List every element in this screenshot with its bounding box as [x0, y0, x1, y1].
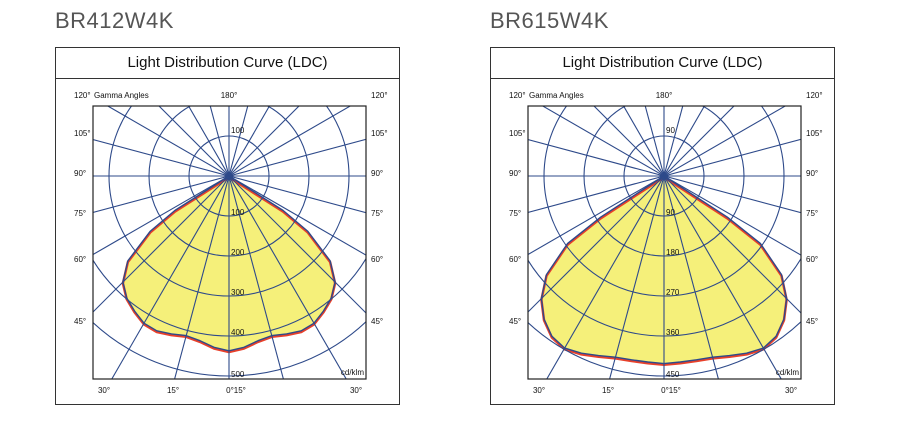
- unit-label: cd/klm: [776, 368, 799, 377]
- angle-label-bottom: 0°15°: [661, 386, 681, 395]
- axis-caption: Gamma Angles: [94, 91, 149, 100]
- grid-spoke: [609, 106, 684, 379]
- product-name-right: BR615W4K: [490, 8, 609, 33]
- radial-tick-label: 100: [231, 208, 245, 217]
- radial-tick-label: 270: [666, 288, 680, 297]
- angle-label-bottom: 30°: [533, 386, 545, 395]
- angle-label-bottom: 30°: [350, 386, 362, 395]
- angle-label-right: 60°: [371, 255, 383, 264]
- angle-label-left: 90°: [74, 169, 86, 178]
- radial-tick-label: 200: [231, 248, 245, 257]
- angle-label-left: 90°: [509, 169, 521, 178]
- angle-label-right: 60°: [806, 255, 818, 264]
- radial-tick-label-top: 90: [666, 126, 675, 135]
- plot-frame: [527, 105, 802, 380]
- angle-label-right: 90°: [371, 169, 383, 178]
- angle-label: 180°: [221, 91, 238, 100]
- angle-label-right: 75°: [371, 209, 383, 218]
- axis-caption: Gamma Angles: [529, 91, 584, 100]
- radial-tick-label-top: 100: [231, 126, 245, 135]
- angle-label-bottom: 0°15°: [226, 386, 246, 395]
- radial-tick-label: 360: [666, 328, 680, 337]
- angle-label-right: 45°: [371, 317, 383, 326]
- plot-area: [93, 106, 366, 379]
- radial-tick-label: 90: [666, 208, 675, 217]
- angle-label-right: 105°: [371, 129, 388, 138]
- angle-label-left: 105°: [74, 129, 91, 138]
- chart-title: Light Distribution Curve (LDC): [56, 48, 399, 79]
- angle-label: 120°: [371, 91, 388, 100]
- radial-tick-label: 300: [231, 288, 245, 297]
- angle-label-left: 60°: [74, 255, 86, 264]
- unit-label: cd/klm: [341, 368, 364, 377]
- angle-label-right: 105°: [806, 129, 823, 138]
- angle-label-bottom: 15°: [602, 386, 614, 395]
- angle-label-right: 45°: [806, 317, 818, 326]
- angle-label-left: 60°: [509, 255, 521, 264]
- plot-area: [528, 106, 801, 379]
- angle-label-bottom: 30°: [98, 386, 110, 395]
- ldc-panel-left: Light Distribution Curve (LDC) 100 200 300…: [55, 47, 400, 405]
- angle-label-left: 45°: [74, 317, 86, 326]
- plot-frame: [92, 105, 367, 380]
- angle-label: 120°: [74, 91, 91, 100]
- angle-label-bottom: 15°: [167, 386, 179, 395]
- angle-label-left: 75°: [74, 209, 86, 218]
- angle-label-left: 105°: [509, 129, 526, 138]
- radial-tick-label: 500: [231, 370, 245, 379]
- radial-tick-label: 400: [231, 328, 245, 337]
- grid-spoke: [174, 106, 249, 379]
- angle-label-right: 75°: [806, 209, 818, 218]
- angle-label-right: 90°: [806, 169, 818, 178]
- radial-tick-label: 180: [666, 248, 680, 257]
- angle-label-left: 75°: [509, 209, 521, 218]
- angle-label-bottom: 30°: [785, 386, 797, 395]
- angle-label: 180°: [656, 91, 673, 100]
- chart-title: Light Distribution Curve (LDC): [491, 48, 834, 79]
- angle-label-left: 45°: [509, 317, 521, 326]
- angle-label: 120°: [509, 91, 526, 100]
- radial-tick-label: 450: [666, 370, 680, 379]
- product-name-left: BR412W4K: [55, 8, 174, 33]
- angle-label: 120°: [806, 91, 823, 100]
- ldc-panel-right: Light Distribution Curve (LDC) 90 180 270 3…: [490, 47, 835, 405]
